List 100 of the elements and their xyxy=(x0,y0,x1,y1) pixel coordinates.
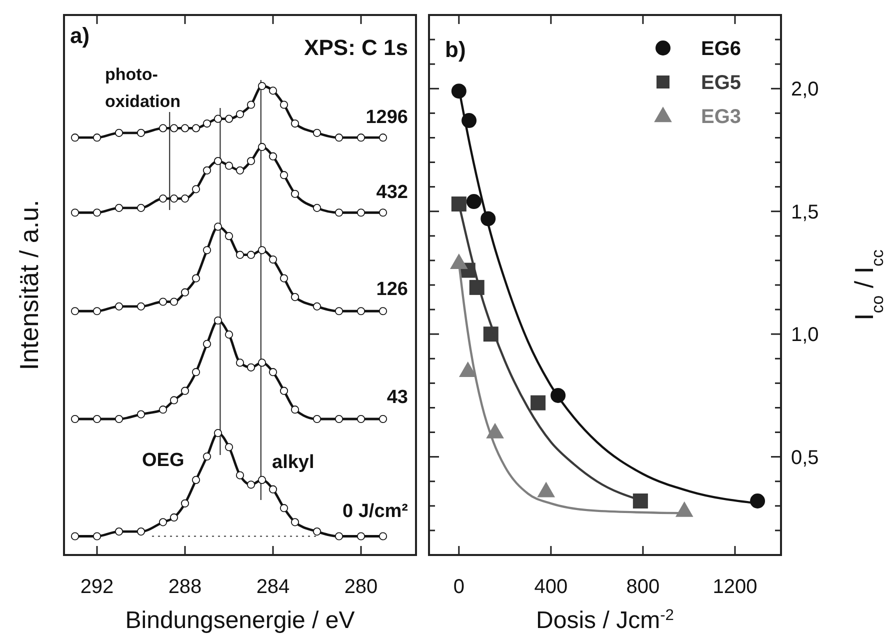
annotation: 432 xyxy=(376,182,408,203)
annotation: alkyl xyxy=(272,452,314,473)
point xyxy=(290,119,300,128)
annotation: 0 J/cm² xyxy=(342,501,408,522)
point xyxy=(170,124,178,132)
point xyxy=(334,208,344,217)
point xyxy=(170,298,178,306)
point xyxy=(136,528,146,536)
annotation: 1296 xyxy=(366,107,408,128)
point xyxy=(258,142,266,152)
point xyxy=(290,406,300,414)
point xyxy=(280,274,288,282)
y2-tick-label: 2,0 xyxy=(791,78,819,101)
point xyxy=(246,363,256,372)
point xyxy=(290,190,300,198)
point xyxy=(246,250,256,259)
point xyxy=(180,194,190,203)
point xyxy=(236,471,244,480)
x-tick-label: 292 xyxy=(80,576,114,598)
point xyxy=(92,307,102,316)
point xyxy=(202,246,212,254)
y-axis-title: Intensität / a.u. xyxy=(14,200,44,370)
point xyxy=(312,128,322,137)
point xyxy=(92,532,102,540)
point xyxy=(224,330,234,339)
x-tick-label: 288 xyxy=(168,576,202,598)
x-tick-label: 284 xyxy=(256,576,290,598)
point xyxy=(268,152,278,160)
point xyxy=(378,307,388,316)
point xyxy=(538,482,555,498)
point xyxy=(356,134,366,142)
x-tick-label: 0 xyxy=(453,576,464,598)
point xyxy=(236,358,244,367)
point xyxy=(246,480,256,489)
point xyxy=(356,414,366,424)
point xyxy=(334,532,344,540)
point xyxy=(214,316,222,325)
point xyxy=(170,513,178,522)
point xyxy=(180,288,190,296)
point xyxy=(236,110,244,118)
point xyxy=(114,128,124,137)
point xyxy=(70,134,80,142)
point xyxy=(268,368,278,376)
point xyxy=(92,208,102,217)
point xyxy=(70,208,80,217)
point xyxy=(258,358,266,367)
point xyxy=(158,194,168,203)
x-axis-title: Dosis / Jcm$^{-2}$ xyxy=(536,606,674,634)
point xyxy=(158,298,168,306)
point xyxy=(202,452,212,461)
point xyxy=(170,396,178,404)
point xyxy=(258,476,266,484)
point xyxy=(192,368,200,376)
point xyxy=(312,414,322,424)
x-tick-label: 400 xyxy=(534,576,568,598)
point xyxy=(632,494,648,508)
legend-label: EG5 xyxy=(701,72,742,94)
point xyxy=(246,100,256,109)
point xyxy=(280,171,288,180)
point xyxy=(290,518,300,526)
point xyxy=(290,293,300,302)
point xyxy=(750,494,766,508)
y2-tick-label: 1,0 xyxy=(791,324,819,346)
point xyxy=(378,414,388,424)
point xyxy=(459,362,476,378)
point xyxy=(114,204,124,212)
point xyxy=(180,499,190,508)
y2-tick-label: 1,5 xyxy=(791,201,819,224)
point xyxy=(280,100,288,109)
point xyxy=(192,274,200,282)
point xyxy=(378,532,388,540)
point xyxy=(236,166,244,174)
point xyxy=(258,246,266,254)
point xyxy=(224,114,234,123)
point xyxy=(258,82,266,90)
point xyxy=(214,429,222,438)
legend-label: EG6 xyxy=(701,38,742,60)
point xyxy=(192,185,200,194)
point xyxy=(312,204,322,212)
point xyxy=(334,414,344,424)
point xyxy=(202,340,212,348)
point xyxy=(268,86,278,95)
point xyxy=(466,194,482,210)
point xyxy=(92,134,102,142)
point xyxy=(246,156,256,166)
point xyxy=(136,410,146,418)
point xyxy=(170,194,178,203)
point xyxy=(214,222,222,231)
point xyxy=(214,114,222,123)
point xyxy=(236,250,244,259)
annotation: 126 xyxy=(376,279,408,300)
point xyxy=(280,386,288,395)
point xyxy=(136,204,146,212)
point xyxy=(356,532,366,540)
point xyxy=(114,528,124,536)
point xyxy=(356,208,366,217)
point xyxy=(158,518,168,526)
point xyxy=(530,395,546,410)
point xyxy=(356,307,366,316)
point xyxy=(378,134,388,142)
